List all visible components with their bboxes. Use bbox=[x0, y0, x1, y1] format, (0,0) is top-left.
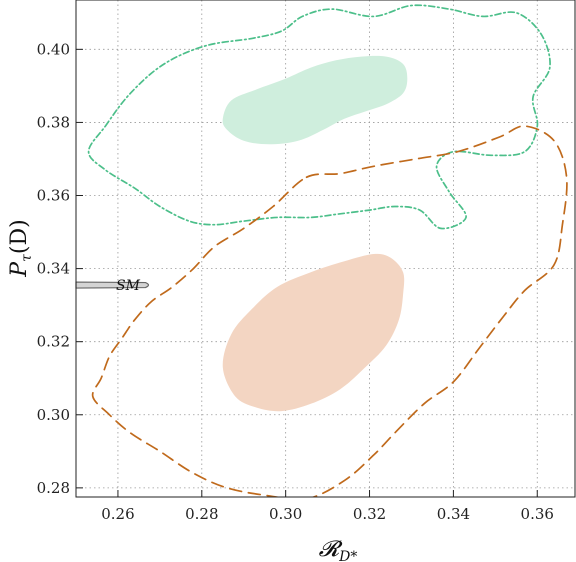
contour-region-orange-dashed bbox=[91, 125, 568, 497]
x-tick-label: 0.28 bbox=[185, 505, 218, 523]
x-axis-title: 𝓡D* bbox=[319, 537, 358, 562]
y-axis-title: Pτ(D) bbox=[7, 219, 35, 277]
sm-region bbox=[75, 281, 150, 289]
y-tick-label: 0.38 bbox=[37, 113, 70, 131]
y-tick-label: 0.36 bbox=[37, 187, 70, 205]
grid-lines bbox=[76, 0, 575, 497]
plot-frame bbox=[75, 0, 576, 498]
axis-ticks bbox=[76, 48, 538, 497]
contour-region-green-filled bbox=[222, 55, 408, 145]
x-tick-label: 0.30 bbox=[269, 505, 302, 523]
y-tick-label: 0.30 bbox=[37, 406, 70, 424]
y-axis-label: P bbox=[7, 261, 32, 278]
y-tick-label: 0.40 bbox=[37, 40, 70, 58]
x-tick-label: 0.36 bbox=[521, 505, 554, 523]
x-axis-label: 𝓡 bbox=[319, 537, 343, 562]
sm-marker-group: SM bbox=[75, 278, 150, 294]
y-axis-suffix: (D) bbox=[7, 219, 32, 254]
y-tick-label: 0.34 bbox=[37, 260, 70, 278]
y-axis-subscript: τ bbox=[19, 254, 35, 262]
y-tick-label: 0.32 bbox=[37, 333, 70, 351]
contour-region-green-dash-dot bbox=[87, 4, 551, 230]
x-tick-label: 0.26 bbox=[101, 505, 134, 523]
contour-regions bbox=[87, 4, 568, 497]
x-tick-label: 0.32 bbox=[353, 505, 386, 523]
x-axis-subscript: D* bbox=[338, 549, 357, 562]
y-tick-label: 0.28 bbox=[37, 479, 70, 497]
x-tick-label: 0.34 bbox=[437, 505, 470, 523]
contour-region-orange-filled bbox=[222, 253, 405, 412]
y-tick-labels: 0.28 0.30 0.32 0.34 0.36 0.38 0.40 bbox=[37, 40, 70, 497]
sm-label: SM bbox=[116, 278, 141, 294]
x-tick-labels: 0.26 0.28 0.30 0.32 0.34 0.36 bbox=[101, 505, 554, 523]
